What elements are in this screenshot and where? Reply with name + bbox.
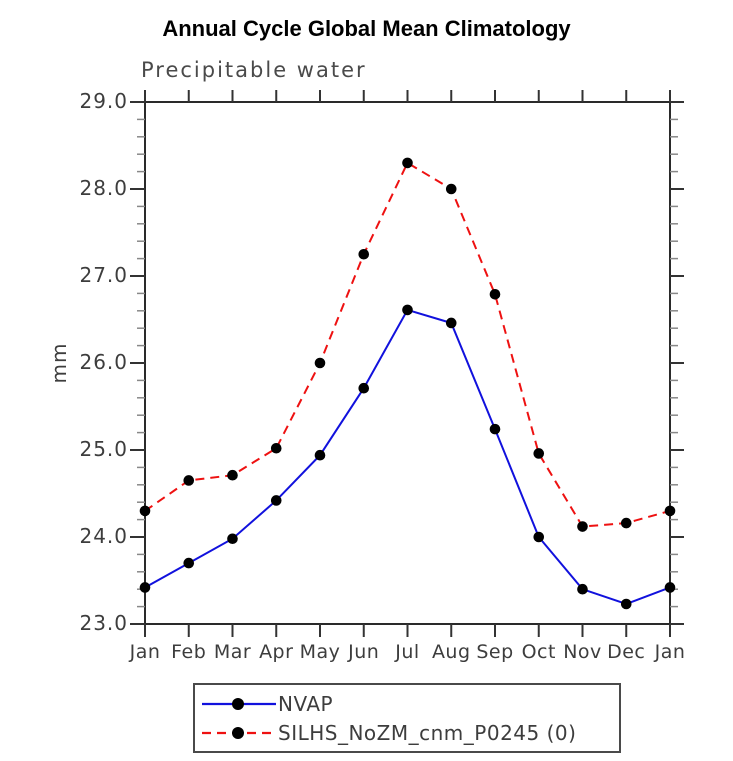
y-tick-label: 29.0 — [79, 89, 128, 113]
legend-sample-marker — [232, 726, 244, 739]
x-tick-label: Jul — [395, 641, 420, 663]
legend-row-silhs: SILHS_NoZM_cnm_P0245 (0) — [200, 721, 619, 745]
data-point-marker — [533, 448, 545, 459]
data-point-marker — [183, 475, 195, 486]
data-point-marker — [489, 288, 501, 300]
data-point-marker — [402, 157, 413, 169]
data-point-marker — [445, 317, 457, 329]
data-point-marker — [489, 423, 501, 435]
x-tick-label: Mar — [213, 641, 252, 663]
data-point-marker — [314, 449, 326, 461]
y-tick-label: 24.0 — [79, 524, 128, 548]
data-point-marker — [314, 357, 326, 369]
data-point-marker — [620, 598, 632, 610]
data-point-marker — [402, 304, 413, 316]
data-point-marker — [227, 469, 238, 481]
x-tick-label: Jan — [129, 641, 161, 663]
y-tick-label: 28.0 — [79, 176, 128, 200]
x-tick-label: Oct — [521, 641, 556, 663]
y-tick-label: 23.0 — [79, 611, 128, 635]
legend-sample-marker — [232, 697, 244, 710]
x-tick-label: Apr — [259, 641, 294, 663]
chart-title: Annual Cycle Global Mean Climatology — [162, 16, 571, 41]
x-tick-label: Aug — [431, 641, 471, 663]
data-point-marker — [577, 521, 588, 532]
x-tick-label: Nov — [563, 641, 602, 663]
data-point-marker — [227, 533, 238, 545]
x-tick-label: Feb — [171, 641, 207, 663]
data-point-marker — [139, 505, 151, 517]
x-tick-label: Jun — [348, 641, 380, 663]
legend-label-nvap: NVAP — [278, 691, 334, 716]
data-point-marker — [270, 495, 282, 506]
data-point-marker — [664, 582, 676, 593]
x-tick-label: Sep — [476, 641, 514, 663]
series-line-1 — [144, 161, 671, 528]
data-point-marker — [139, 582, 151, 593]
data-point-marker — [445, 183, 457, 195]
x-tick-label: May — [299, 641, 341, 663]
x-tick-label: Jan — [654, 641, 686, 663]
y-tick-label: 25.0 — [79, 437, 128, 461]
legend-label-silhs: SILHS_NoZM_cnm_P0245 (0) — [278, 720, 577, 745]
legend: NVAP SILHS_NoZM_cnm_P0245 (0) — [193, 683, 621, 753]
data-point-marker — [358, 382, 370, 394]
y-tick-label: 27.0 — [79, 263, 128, 287]
legend-line-sample-nvap — [202, 697, 276, 710]
data-point-marker — [533, 531, 545, 543]
legend-line-sample-silhs — [202, 726, 276, 739]
data-point-marker — [183, 557, 195, 569]
chart-subtitle: Precipitable water — [141, 58, 367, 82]
data-point-marker — [577, 583, 588, 595]
legend-row-nvap: NVAP — [200, 692, 619, 716]
plot-frame — [144, 101, 671, 625]
data-point-marker — [270, 442, 282, 454]
series-line-0 — [144, 308, 671, 606]
data-point-marker — [358, 248, 370, 260]
data-point-marker — [620, 517, 632, 529]
x-tick-label: Dec — [607, 641, 646, 663]
y-tick-label: 26.0 — [79, 350, 128, 374]
data-point-marker — [664, 505, 676, 517]
